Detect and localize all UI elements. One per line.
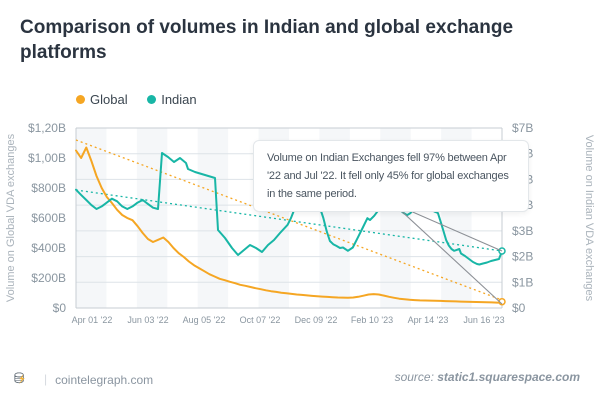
svg-text:Dec 09 '22: Dec 09 '22: [295, 315, 338, 325]
svg-text:Aug 05 '22: Aug 05 '22: [183, 315, 226, 325]
svg-text:$400B: $400B: [31, 241, 66, 255]
svg-text:$0: $0: [53, 301, 67, 315]
svg-text:$2B: $2B: [512, 250, 533, 264]
svg-text:Jun 03 '22: Jun 03 '22: [127, 315, 168, 325]
svg-text:Oct 07 '22: Oct 07 '22: [240, 315, 281, 325]
svg-text:Jun 16 '23: Jun 16 '23: [463, 315, 504, 325]
svg-text:Apr 14 '23: Apr 14 '23: [408, 315, 449, 325]
svg-text:$0: $0: [512, 301, 526, 315]
svg-text:$600B: $600B: [31, 211, 66, 225]
svg-text:Volume on Global VDA exchanges: Volume on Global VDA exchanges: [5, 133, 17, 302]
svg-text:$1,00B: $1,00B: [28, 151, 66, 165]
svg-text:Apr 01 '22: Apr 01 '22: [72, 315, 113, 325]
svg-text:$1B: $1B: [512, 275, 533, 289]
svg-text:$800B: $800B: [31, 181, 66, 195]
svg-text:$7B: $7B: [512, 121, 533, 135]
svg-text:Feb 10 '23: Feb 10 '23: [351, 315, 393, 325]
svg-text:$3B: $3B: [512, 224, 533, 238]
svg-text:$200B: $200B: [31, 271, 66, 285]
svg-text:Volume on Indian VDA exchanges: Volume on Indian VDA exchanges: [583, 135, 595, 302]
svg-text:$1,20B: $1,20B: [28, 121, 66, 135]
